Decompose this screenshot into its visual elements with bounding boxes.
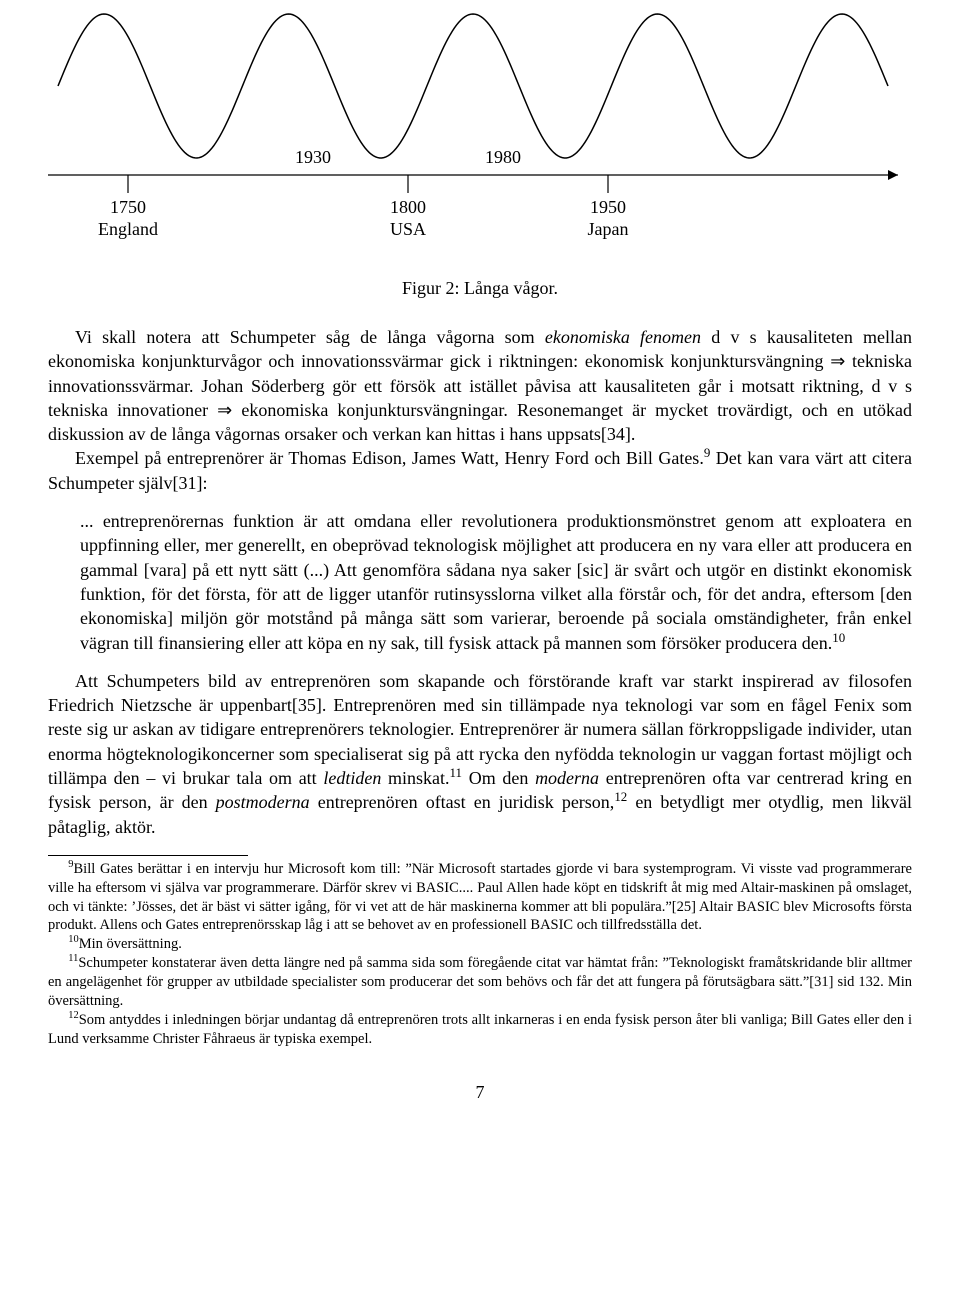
footnote: 10Min översättning. (48, 935, 912, 954)
svg-text:1980: 1980 (485, 147, 521, 167)
paragraph-1: Vi skall notera att Schumpeter såg de lå… (48, 325, 912, 446)
footnote-rule (48, 855, 248, 856)
long-waves-figure: 1930 1980 1750England 1800USA 1950Japan (48, 0, 912, 260)
footnotes: 9Bill Gates berättar i en intervju hur M… (48, 860, 912, 1048)
body-text-2: Att Schumpeters bild av entreprenören so… (48, 669, 912, 839)
long-waves-svg: 1930 1980 1750England 1800USA 1950Japan (48, 0, 912, 260)
figure-caption: Figur 2: Långa vågor. (48, 278, 912, 299)
page-number: 7 (48, 1082, 912, 1103)
schumpeter-quote: ... entreprenörernas funktion är att omd… (80, 509, 912, 655)
footnote: 11Schumpeter konstaterar även detta läng… (48, 954, 912, 1011)
svg-text:Japan: Japan (588, 219, 629, 239)
paragraph-3: Att Schumpeters bild av entreprenören so… (48, 669, 912, 839)
svg-text:1800: 1800 (390, 197, 426, 217)
paragraph-2: Exempel på entreprenörer är Thomas Ediso… (48, 446, 912, 495)
svg-text:USA: USA (390, 219, 426, 239)
footnote: 12Som antyddes i inledningen börjar unda… (48, 1011, 912, 1049)
svg-text:1950: 1950 (590, 197, 626, 217)
svg-text:England: England (98, 219, 158, 239)
footnote: 9Bill Gates berättar i en intervju hur M… (48, 860, 912, 935)
svg-text:1930: 1930 (295, 147, 331, 167)
svg-text:1750: 1750 (110, 197, 146, 217)
body-text: Vi skall notera att Schumpeter såg de lå… (48, 325, 912, 495)
